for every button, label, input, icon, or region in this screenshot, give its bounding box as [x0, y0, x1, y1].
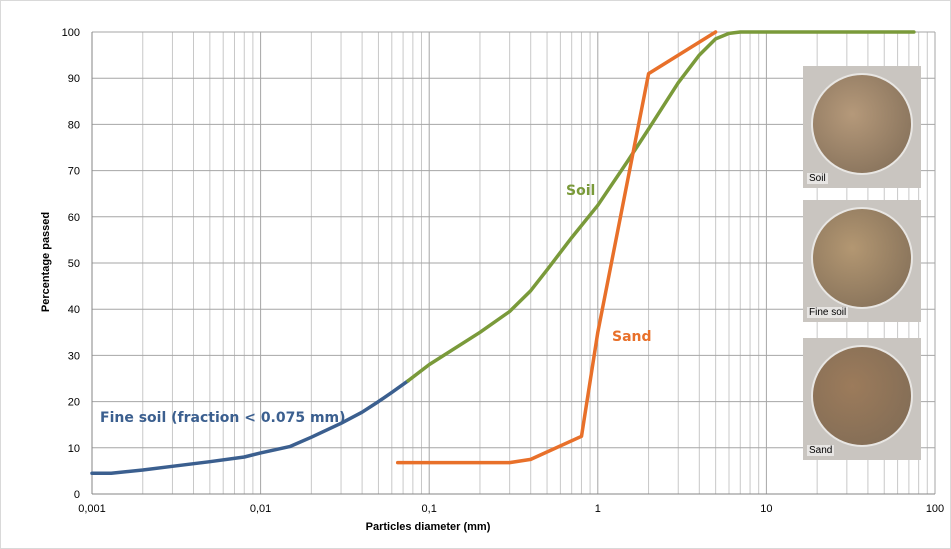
soil-photo: Soil [803, 66, 921, 188]
fine-soil-line [90, 379, 410, 475]
sand-line [395, 30, 718, 465]
x-tick-label: 1 [595, 503, 601, 515]
y-tick-label: 0 [74, 489, 80, 501]
x-tick-label: 100 [926, 503, 944, 515]
y-tick-label: 40 [68, 304, 80, 316]
axes [91, 32, 935, 495]
x-tick-label: 0,001 [78, 503, 106, 515]
sand-dish [811, 345, 913, 447]
x-tick-label: 10 [760, 503, 772, 515]
y-axis-title: Percentage passed [40, 212, 52, 312]
soil-photo-caption: Soil [807, 173, 828, 184]
y-tick-label: 80 [68, 119, 80, 131]
sand-annotation: Sand [612, 329, 652, 345]
x-axis-title: Particles diameter (mm) [366, 521, 491, 533]
sand-photo-caption: Sand [807, 445, 835, 456]
series-lines [90, 30, 916, 475]
y-tick-label: 70 [68, 166, 80, 178]
fine-soil-annotation: Fine soil (fraction < 0.075 mm) [100, 410, 346, 426]
y-tick-label: 30 [68, 350, 80, 362]
y-tick-label: 10 [68, 443, 80, 455]
sand-photo: Sand [803, 338, 921, 460]
x-tick-label: 0,01 [250, 503, 271, 515]
x-tick-label: 0,1 [422, 503, 437, 515]
soil-dish [811, 73, 913, 175]
y-tick-label: 20 [68, 397, 80, 409]
fine-soil-photo: Fine soil [803, 200, 921, 322]
soil-line [406, 30, 916, 383]
y-tick-label: 50 [68, 258, 80, 270]
y-tick-label: 60 [68, 212, 80, 224]
y-tick-label: 100 [62, 27, 80, 39]
tick-labels: 0 10 20 30 40 50 60 70 80 90 100 0,001 0,01 0,1 1 10 100 [62, 27, 945, 515]
fine-soil-dish [811, 207, 913, 309]
y-tick-label: 90 [68, 73, 80, 85]
soil-annotation: Soil [566, 183, 595, 199]
fine-soil-photo-caption: Fine soil [807, 307, 849, 318]
